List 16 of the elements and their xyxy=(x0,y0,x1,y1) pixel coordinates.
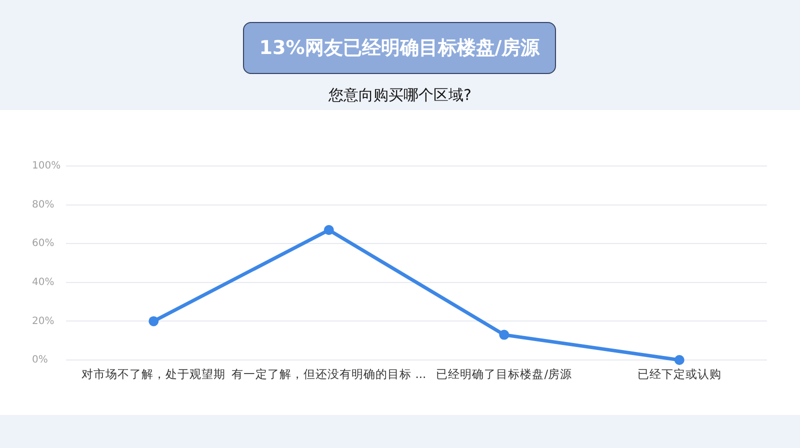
x-tick-label: 已经明确了目标楼盘/房源 xyxy=(436,366,572,381)
y-tick-label: 0% xyxy=(32,354,48,366)
x-tick-label: 对市场不了解，处于观望期 xyxy=(82,366,226,381)
y-tick-label: 100% xyxy=(32,160,61,172)
point xyxy=(324,225,334,236)
y-tick-label: 20% xyxy=(32,316,54,327)
y-tick-label: 60% xyxy=(32,238,54,250)
y-tick-label: 80% xyxy=(32,199,54,210)
x-tick-label: 有一定了解，但还没有明确的目标 ... xyxy=(232,366,426,381)
x-tick-label: 已经下定或认购 xyxy=(637,366,722,381)
chart-subtitle: 您意向购买哪个区域? xyxy=(328,86,472,105)
y-tick-label: 40% xyxy=(32,276,54,288)
point xyxy=(148,316,159,326)
chart-title: 13%网友已经明确目标楼盘/房源 xyxy=(243,22,556,74)
point xyxy=(499,330,510,340)
point xyxy=(674,355,684,365)
